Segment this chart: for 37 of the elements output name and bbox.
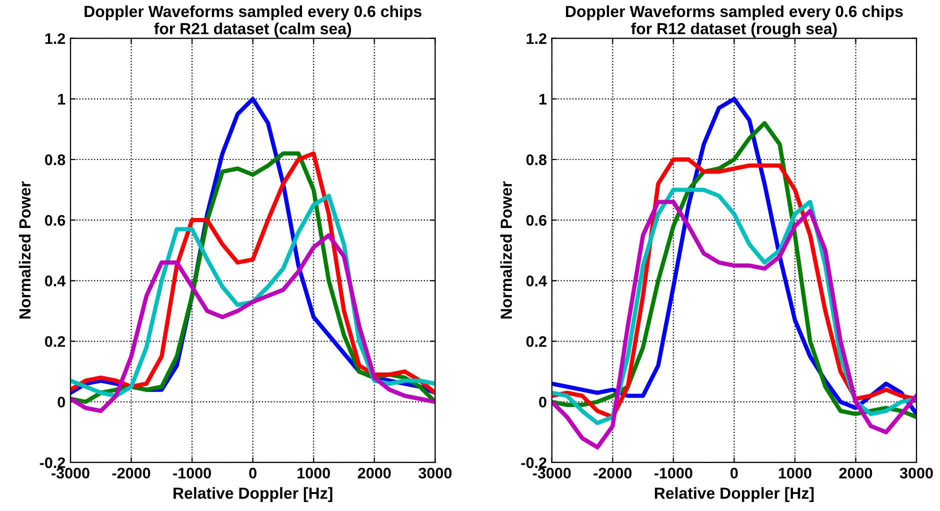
y-tick-label: 1 <box>58 94 66 104</box>
x-tick-label: 2000 <box>839 468 872 479</box>
x-tick-label: -2000 <box>594 468 632 479</box>
y-tick-label: 0.6 <box>526 214 546 226</box>
y-tick-label: -0.2 <box>40 457 66 468</box>
x-tick-label: 3000 <box>418 468 452 479</box>
x-tick-label: 3000 <box>900 468 933 479</box>
x-tick-label: -3000 <box>532 468 571 479</box>
y-tick-label: 0.2 <box>526 336 546 347</box>
y-tick-label: 0.8 <box>526 154 547 166</box>
y-axis-title: Normalized Power <box>500 181 512 319</box>
y-tick-label: 0.4 <box>45 276 66 286</box>
x-tick-label: -1000 <box>654 468 692 479</box>
chart-title: Doppler Waveforms sampled every 0.6 chips for R12 dataset (rough sea) <box>566 5 903 38</box>
y-tick-label: 0 <box>58 396 66 408</box>
chart-title: Doppler Waveforms sampled every 0.6 chips for R21 dataset (calm sea) <box>84 5 422 38</box>
x-tick-label: 0 <box>249 468 256 479</box>
x-tick-label: 2000 <box>358 468 391 479</box>
line-series <box>70 233 436 414</box>
x-tick-label: 1000 <box>778 468 812 479</box>
x-tick-label: 0 <box>730 468 738 479</box>
y-tick-label: 0 <box>539 396 546 408</box>
y-tick-label: 1.2 <box>45 33 66 44</box>
y-tick-label: 0.2 <box>45 336 66 347</box>
y-tick-label: 0.4 <box>526 276 547 286</box>
x-tick-label: 1000 <box>298 468 330 479</box>
x-tick-label: -1000 <box>173 468 211 479</box>
y-tick-label: 0.8 <box>45 154 66 166</box>
x-tick-label: -2000 <box>112 468 150 479</box>
y-tick-label: 0.6 <box>45 214 66 226</box>
y-axis-title: Normalized Power <box>18 181 31 319</box>
x-axis-title: Relative Doppler [Hz] <box>654 487 814 502</box>
x-axis-title: Relative Doppler [Hz] <box>174 487 332 502</box>
y-tick-label: -0.2 <box>521 457 546 468</box>
y-tick-label: 1.2 <box>526 33 546 44</box>
y-tick-label: 1 <box>539 94 547 104</box>
x-tick-label: -3000 <box>52 468 90 479</box>
